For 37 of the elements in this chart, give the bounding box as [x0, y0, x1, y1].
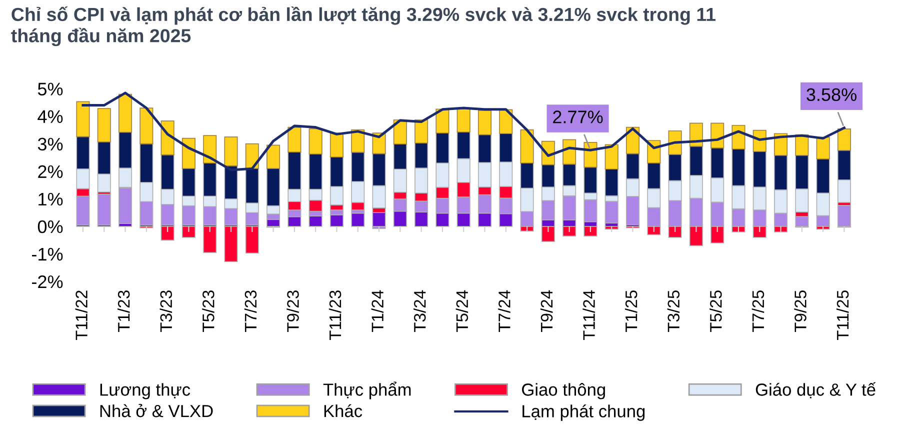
x-tick-label: T3/25: [667, 290, 680, 332]
x-tick-label: T5/25: [710, 290, 722, 332]
x-tick-label: T1/24: [371, 290, 384, 332]
x-tick-label: T9/25: [794, 290, 806, 332]
y-tick-label: 3%: [38, 138, 63, 151]
annotation: 3.58%: [806, 88, 856, 102]
legend-label: Giao thông: [522, 383, 605, 400]
y-tick-label: 5%: [38, 82, 63, 96]
x-tick-label: T5/24: [456, 290, 468, 332]
y-tick-label: 4%: [38, 110, 63, 123]
legend-label: Giáo dục & Y tế: [756, 382, 876, 398]
y-tick-label: 1%: [38, 192, 63, 206]
x-tick-label: T1/25: [624, 290, 638, 332]
legend-label: Khác: [324, 404, 362, 418]
x-tick-label: T11/22: [75, 290, 88, 340]
legend-label: Thực phẩm: [323, 382, 411, 400]
x-tick-label: T11/25: [836, 290, 849, 340]
x-tick-label: T3/24: [414, 290, 426, 332]
y-tick-label: -1%: [32, 248, 63, 261]
y-tick-label: 0%: [38, 220, 63, 234]
x-tick-label: T7/23: [244, 290, 257, 332]
y-tick-label: 2%: [38, 165, 63, 178]
legend-label: Nhà ở & VLXD: [100, 404, 213, 418]
x-tick-label: T11/24: [582, 290, 595, 340]
legend-label: Lạm phát chung: [522, 404, 645, 421]
x-tick-label: T11/23: [328, 290, 342, 340]
chart-title: Chỉ số CPI và lạm phát cơ bản lần lượt tăng 3.29% svck và 3.21% svck trong 11 tháng đầu năm 2025: [11, 6, 716, 46]
x-tick-label: T9/24: [540, 290, 553, 332]
x-tick-label: T3/23: [160, 290, 172, 332]
x-tick-label: T7/25: [752, 290, 764, 332]
x-tick-label: T7/24: [498, 290, 510, 332]
y-tick-label: -2%: [32, 275, 63, 288]
x-tick-label: T5/23: [202, 290, 214, 332]
x-tick-label: T9/23: [286, 290, 299, 332]
legend-label: Lương thực: [100, 383, 190, 400]
x-tick-label: T1/23: [118, 290, 130, 332]
annotation: 2.77%: [553, 110, 603, 124]
